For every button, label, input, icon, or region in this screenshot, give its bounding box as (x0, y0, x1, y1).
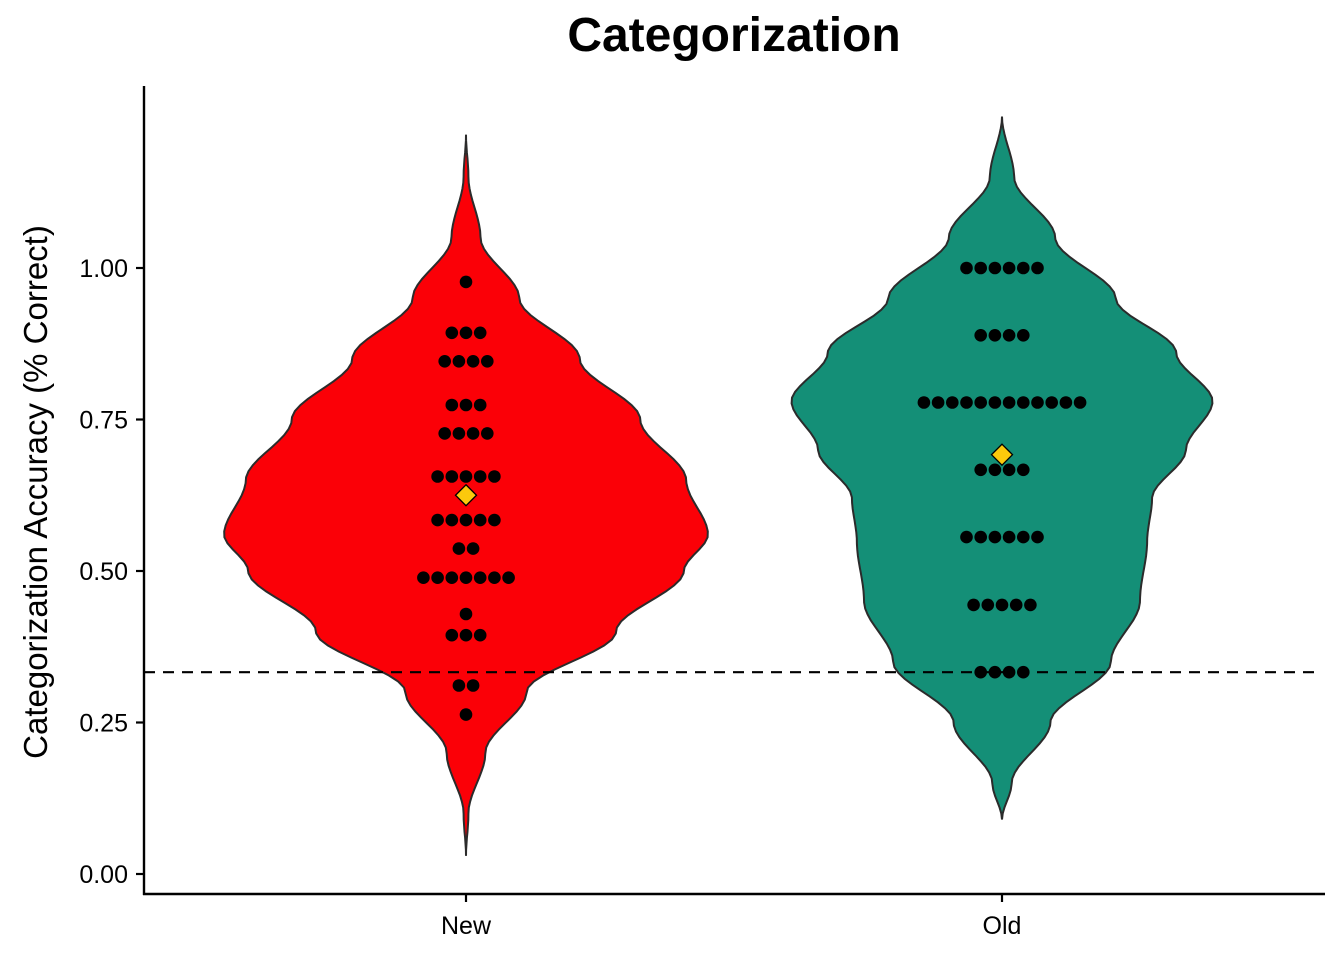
data-point (466, 427, 480, 440)
violins-layer (223, 116, 1214, 856)
data-point (473, 326, 487, 340)
data-point (459, 470, 473, 483)
data-point (459, 398, 473, 412)
data-point (445, 398, 459, 412)
data-point (988, 530, 1002, 544)
data-point (452, 679, 466, 692)
data-point (1002, 396, 1016, 409)
data-point (1045, 396, 1058, 409)
data-point (974, 261, 987, 275)
data-point (1031, 261, 1044, 275)
data-point (488, 513, 501, 527)
data-point (988, 396, 1002, 409)
data-point (488, 470, 501, 483)
data-point (488, 571, 501, 584)
violin-old (790, 116, 1214, 820)
data-point (417, 571, 430, 584)
y-tick-label: 0.25 (79, 710, 128, 738)
data-point (974, 665, 987, 679)
data-point (1024, 598, 1037, 612)
data-point (452, 355, 466, 368)
data-point (988, 463, 1002, 477)
mean-marker-old (990, 443, 1014, 467)
data-point (445, 470, 459, 483)
data-point (1031, 396, 1044, 409)
data-point (960, 261, 973, 275)
data-point (946, 396, 959, 409)
data-point (1073, 396, 1087, 409)
data-point (1009, 598, 1023, 612)
means-layer (454, 443, 1014, 507)
data-point (967, 598, 980, 612)
data-point (473, 470, 487, 483)
data-point (473, 398, 487, 412)
data-point (473, 628, 487, 642)
data-point (459, 275, 473, 289)
data-point (988, 261, 1002, 275)
data-point (438, 355, 452, 368)
data-point (473, 571, 487, 584)
y-ticks-layer: 0.00 0.25 0.50 0.75 1.00 (79, 255, 144, 889)
data-point (995, 598, 1009, 612)
data-point (466, 679, 480, 692)
y-tick-label: 1.00 (79, 255, 128, 283)
data-point (960, 530, 973, 544)
data-point (466, 355, 480, 368)
data-point (981, 598, 995, 612)
data-point (502, 571, 515, 584)
data-point (1017, 329, 1030, 342)
data-point (960, 396, 973, 409)
data-point (1002, 665, 1016, 679)
data-point (481, 427, 494, 440)
data-point (917, 396, 931, 409)
data-point (445, 628, 459, 642)
data-point (1059, 396, 1073, 409)
data-point (438, 427, 452, 440)
chart-title: Categorization (567, 9, 901, 62)
data-point (974, 530, 987, 544)
data-point (431, 513, 444, 527)
data-point (1002, 530, 1016, 544)
data-point (452, 542, 466, 555)
data-point (1017, 261, 1030, 275)
data-point (473, 513, 487, 527)
data-point (1002, 329, 1016, 342)
data-point (1002, 261, 1016, 275)
x-tick-label: Old (983, 912, 1022, 940)
data-point (481, 355, 494, 368)
data-point (452, 427, 466, 440)
data-point (1017, 396, 1030, 409)
data-point (974, 396, 987, 409)
data-point (988, 329, 1002, 342)
data-point (445, 571, 459, 584)
x-ticks-layer: New Old (441, 894, 1021, 940)
data-point (431, 571, 444, 584)
data-point (459, 326, 473, 340)
data-point (1031, 530, 1044, 544)
x-tick-label: New (441, 912, 492, 940)
data-point (445, 513, 459, 527)
data-point (1017, 665, 1030, 679)
mean-marker-new (454, 483, 478, 507)
data-point (1017, 463, 1030, 477)
data-point (988, 665, 1002, 679)
y-tick-label: 0.75 (79, 407, 128, 435)
dots-layer (417, 261, 1087, 721)
data-point (459, 571, 473, 584)
data-point (1002, 463, 1016, 477)
data-point (459, 513, 473, 527)
data-point (459, 607, 473, 621)
data-point (1017, 530, 1030, 544)
data-point (431, 470, 444, 483)
data-point (445, 326, 459, 340)
data-point (974, 463, 987, 477)
data-point (931, 396, 945, 409)
y-tick-label: 0.00 (79, 861, 128, 889)
data-point (466, 542, 480, 555)
data-point (459, 628, 473, 642)
y-tick-label: 0.50 (79, 558, 128, 586)
data-point (459, 708, 473, 721)
data-point (974, 329, 987, 342)
